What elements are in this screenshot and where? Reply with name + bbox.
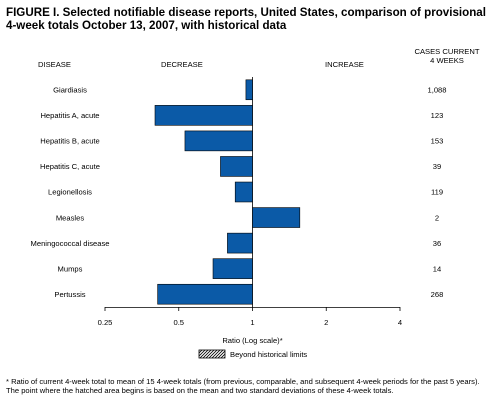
cases-value: 36 <box>433 239 441 248</box>
x-tick-label: 2 <box>324 318 328 327</box>
footnote: * Ratio of current 4-week total to mean … <box>6 377 480 395</box>
cases-value: 1,088 <box>427 85 446 94</box>
bars-layer <box>154 79 301 305</box>
category-label: Hepatitis C, acute <box>40 162 100 171</box>
bar <box>234 181 253 203</box>
x-tick-label: 4 <box>398 318 402 327</box>
cases-value: 14 <box>433 264 441 273</box>
cases-value: 123 <box>431 111 444 120</box>
legend-label: Beyond historical limits <box>230 350 307 359</box>
bar <box>252 207 301 228</box>
bar <box>245 79 253 101</box>
bar <box>157 283 253 305</box>
category-label: Mumps <box>58 264 83 273</box>
cases-value: 2 <box>435 213 439 222</box>
disease-header: DISEASE <box>38 60 71 69</box>
legend-hatch-swatch <box>198 349 226 359</box>
figure-title: FIGURE I. Selected notifiable disease re… <box>6 6 486 32</box>
category-label: Meningococcal disease <box>31 239 110 248</box>
cases-value: 39 <box>433 162 441 171</box>
legend: Beyond historical limits <box>198 349 307 359</box>
x-axis-title: Ratio (Log scale)* <box>222 336 282 345</box>
x-tick-label: 1 <box>250 318 254 327</box>
category-label: Legionellosis <box>48 188 92 197</box>
bar <box>154 105 253 126</box>
bar <box>220 156 253 177</box>
increase-header: INCREASE <box>325 60 364 69</box>
cases-value: 119 <box>431 188 443 197</box>
cases-header-line2: 4 WEEKS <box>430 56 464 65</box>
category-label: Hepatitis B, acute <box>40 137 100 146</box>
cases-header-line1: CASES CURRENT <box>414 47 480 56</box>
bar <box>227 232 253 254</box>
x-tick-label: 0.25 <box>98 318 113 327</box>
decrease-header: DECREASE <box>161 60 203 69</box>
x-tick-label: 0.5 <box>173 318 184 327</box>
bar <box>212 258 253 279</box>
cases-header: CASES CURRENT 4 WEEKS <box>407 47 487 65</box>
category-label: Hepatitis A, acute <box>40 111 99 120</box>
cases-value: 153 <box>431 137 444 146</box>
category-label: Giardiasis <box>53 85 87 94</box>
category-label: Measles <box>56 213 84 222</box>
category-label: Pertussis <box>54 290 85 299</box>
labels-layer: Giardiasis 1,088 Hepatitis A, acute 123 Hepa… <box>31 85 447 298</box>
cases-value: 268 <box>431 290 444 299</box>
bar <box>184 130 253 152</box>
